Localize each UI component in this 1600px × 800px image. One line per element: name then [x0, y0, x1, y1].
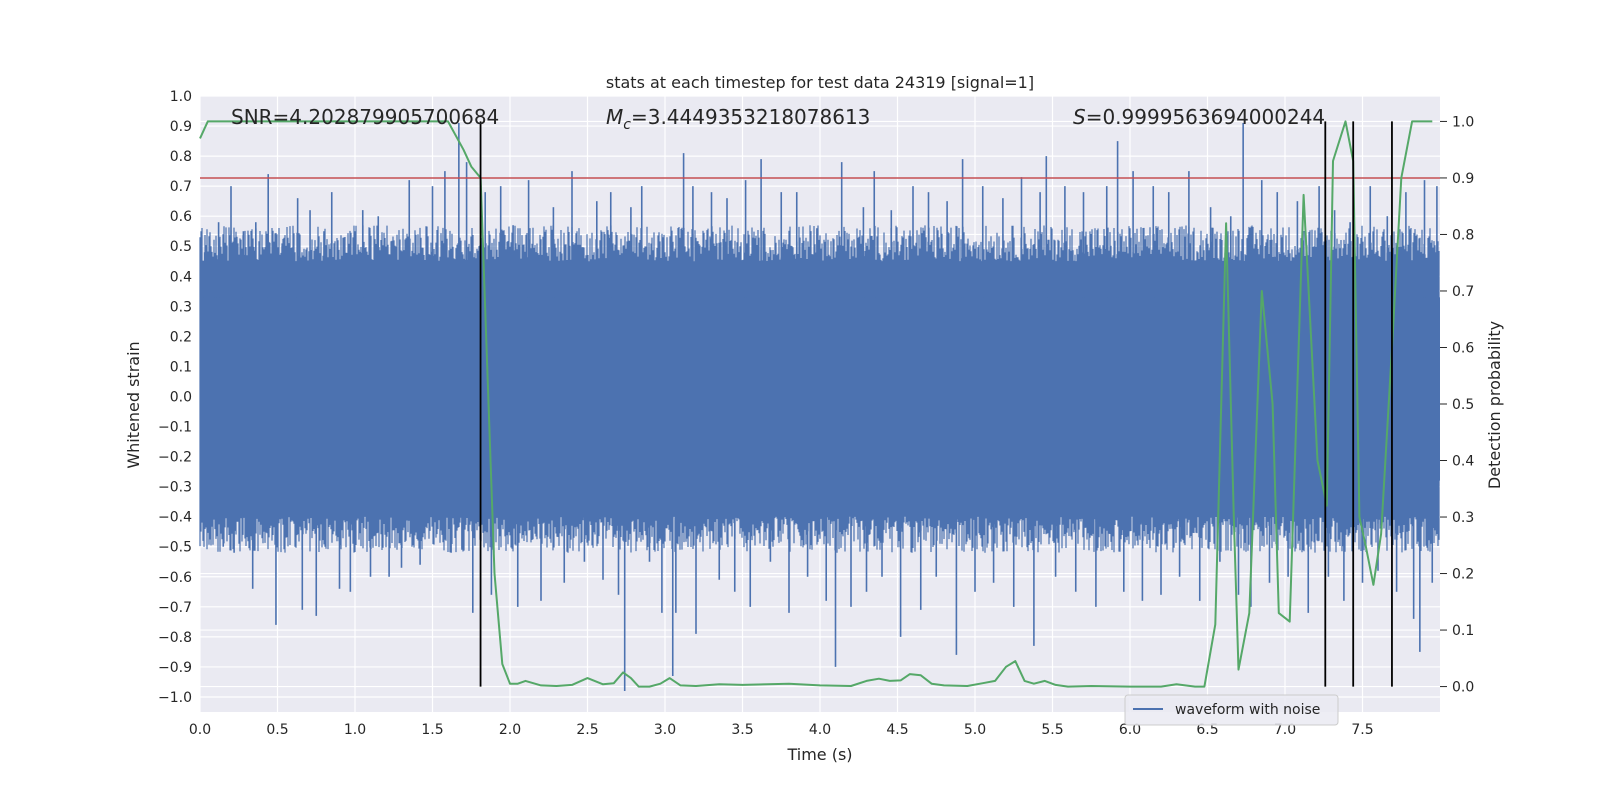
chirp-mass-value: =3.4449353218078613 — [631, 105, 870, 129]
y-tick-label: −0.7 — [158, 600, 192, 616]
x-tick-label: 2.5 — [576, 722, 598, 738]
y2-tick-label: 0.6 — [1452, 340, 1474, 356]
x-tick-label: 0.0 — [189, 722, 211, 738]
y-tick-label: 1.0 — [170, 89, 192, 105]
legend-label: waveform with noise — [1175, 702, 1320, 718]
y-tick-label: 0.2 — [170, 329, 192, 345]
y-tick-label: 0.9 — [170, 119, 192, 135]
score-value: =0.9999563694000244 — [1086, 105, 1325, 129]
y-axis-label: Whitened strain — [124, 341, 143, 468]
y2-tick-label: 0.2 — [1452, 567, 1474, 583]
y-tick-label: 0.7 — [170, 179, 192, 195]
x-tick-label: 6.5 — [1196, 722, 1218, 738]
x-tick-label: 5.5 — [1041, 722, 1063, 738]
y2-tick-label: 0.7 — [1452, 284, 1474, 300]
y2-tick-labels: 0.0 0.1 0.2 0.3 0.4 0.5 0.6 0.7 0.8 0.9 1.0 — [1440, 114, 1474, 696]
y2-tick-label: 0.9 — [1452, 171, 1474, 187]
x-tick-label: 3.5 — [731, 722, 753, 738]
x-tick-label: 6.0 — [1119, 722, 1141, 738]
chirp-mass-annotation: Mc=3.4449353218078613 — [606, 105, 870, 133]
waveform-series — [199, 123, 1440, 691]
x-tick-labels: 0.0 0.5 1.0 1.5 2.0 2.5 3.0 3.5 4.0 4.5 5.0 5.5 6.0 6… — [189, 722, 1374, 738]
y2-tick-label: 0.4 — [1452, 454, 1474, 470]
snr-annotation: SNR=4.202879905700684 — [231, 105, 499, 129]
chart-title: stats at each timestep for test data 243… — [606, 73, 1034, 92]
y-tick-labels: −1.0 −0.9 −0.8 −0.7 −0.6 −0.5 −0.4 −0.3 −0.2 −0.1… — [158, 89, 192, 706]
x-tick-label: 1.0 — [344, 722, 366, 738]
y-tick-label: 0.6 — [170, 209, 192, 225]
legend: waveform with noise — [1124, 694, 1339, 726]
y-tick-label: −0.4 — [158, 510, 192, 526]
y2-tick-label: 0.5 — [1452, 397, 1474, 413]
y-tick-label: −0.5 — [158, 540, 192, 556]
y2-axis-label: Detection probability — [1485, 321, 1504, 489]
y2-tick-label: 0.1 — [1452, 623, 1474, 639]
probability-line — [199, 120, 1433, 688]
x-tick-label: 2.0 — [499, 722, 521, 738]
y-tick-label: −0.3 — [158, 480, 192, 496]
x-tick-label: 5.0 — [964, 722, 986, 738]
y-tick-label: −0.1 — [158, 420, 192, 436]
x-tick-label: 0.5 — [266, 722, 288, 738]
y2-tick-label: 0.3 — [1452, 510, 1474, 526]
y-tick-label: 0.8 — [170, 149, 192, 165]
x-tick-label: 1.5 — [421, 722, 443, 738]
waveform-core — [200, 297, 1440, 481]
detection-markers — [479, 121, 1393, 687]
y-tick-label: −0.2 — [158, 450, 192, 466]
x-tick-label: 7.5 — [1351, 722, 1373, 738]
x-tick-label: 4.5 — [886, 722, 908, 738]
y-tick-label: −0.6 — [158, 570, 192, 586]
y-tick-label: 0.1 — [170, 359, 192, 375]
score-symbol: S — [1073, 105, 1086, 129]
y-tick-label: 0.3 — [170, 299, 192, 315]
x-tick-label: 3.0 — [654, 722, 676, 738]
y-tick-label: −1.0 — [158, 690, 192, 706]
chirp-mass-subscript: c — [623, 117, 631, 133]
x-tick-label: 7.0 — [1274, 722, 1296, 738]
y-tick-label: −0.8 — [158, 630, 192, 646]
legend-box — [1124, 694, 1339, 726]
y-tick-label: −0.9 — [158, 660, 192, 676]
score-annotation: S=0.9999563694000244 — [1073, 105, 1325, 129]
y-tick-label: 0.5 — [170, 239, 192, 255]
x-tick-label: 4.0 — [809, 722, 831, 738]
chirp-mass-symbol: M — [606, 105, 623, 129]
y2-tick-label: 1.0 — [1452, 114, 1474, 130]
y2-tick-label: 0.8 — [1452, 227, 1474, 243]
x-axis-label: Time (s) — [786, 745, 852, 764]
y-tick-label: 0.4 — [170, 269, 192, 285]
y-tick-label: 0.0 — [170, 389, 192, 405]
y2-tick-label: 0.0 — [1452, 680, 1474, 696]
